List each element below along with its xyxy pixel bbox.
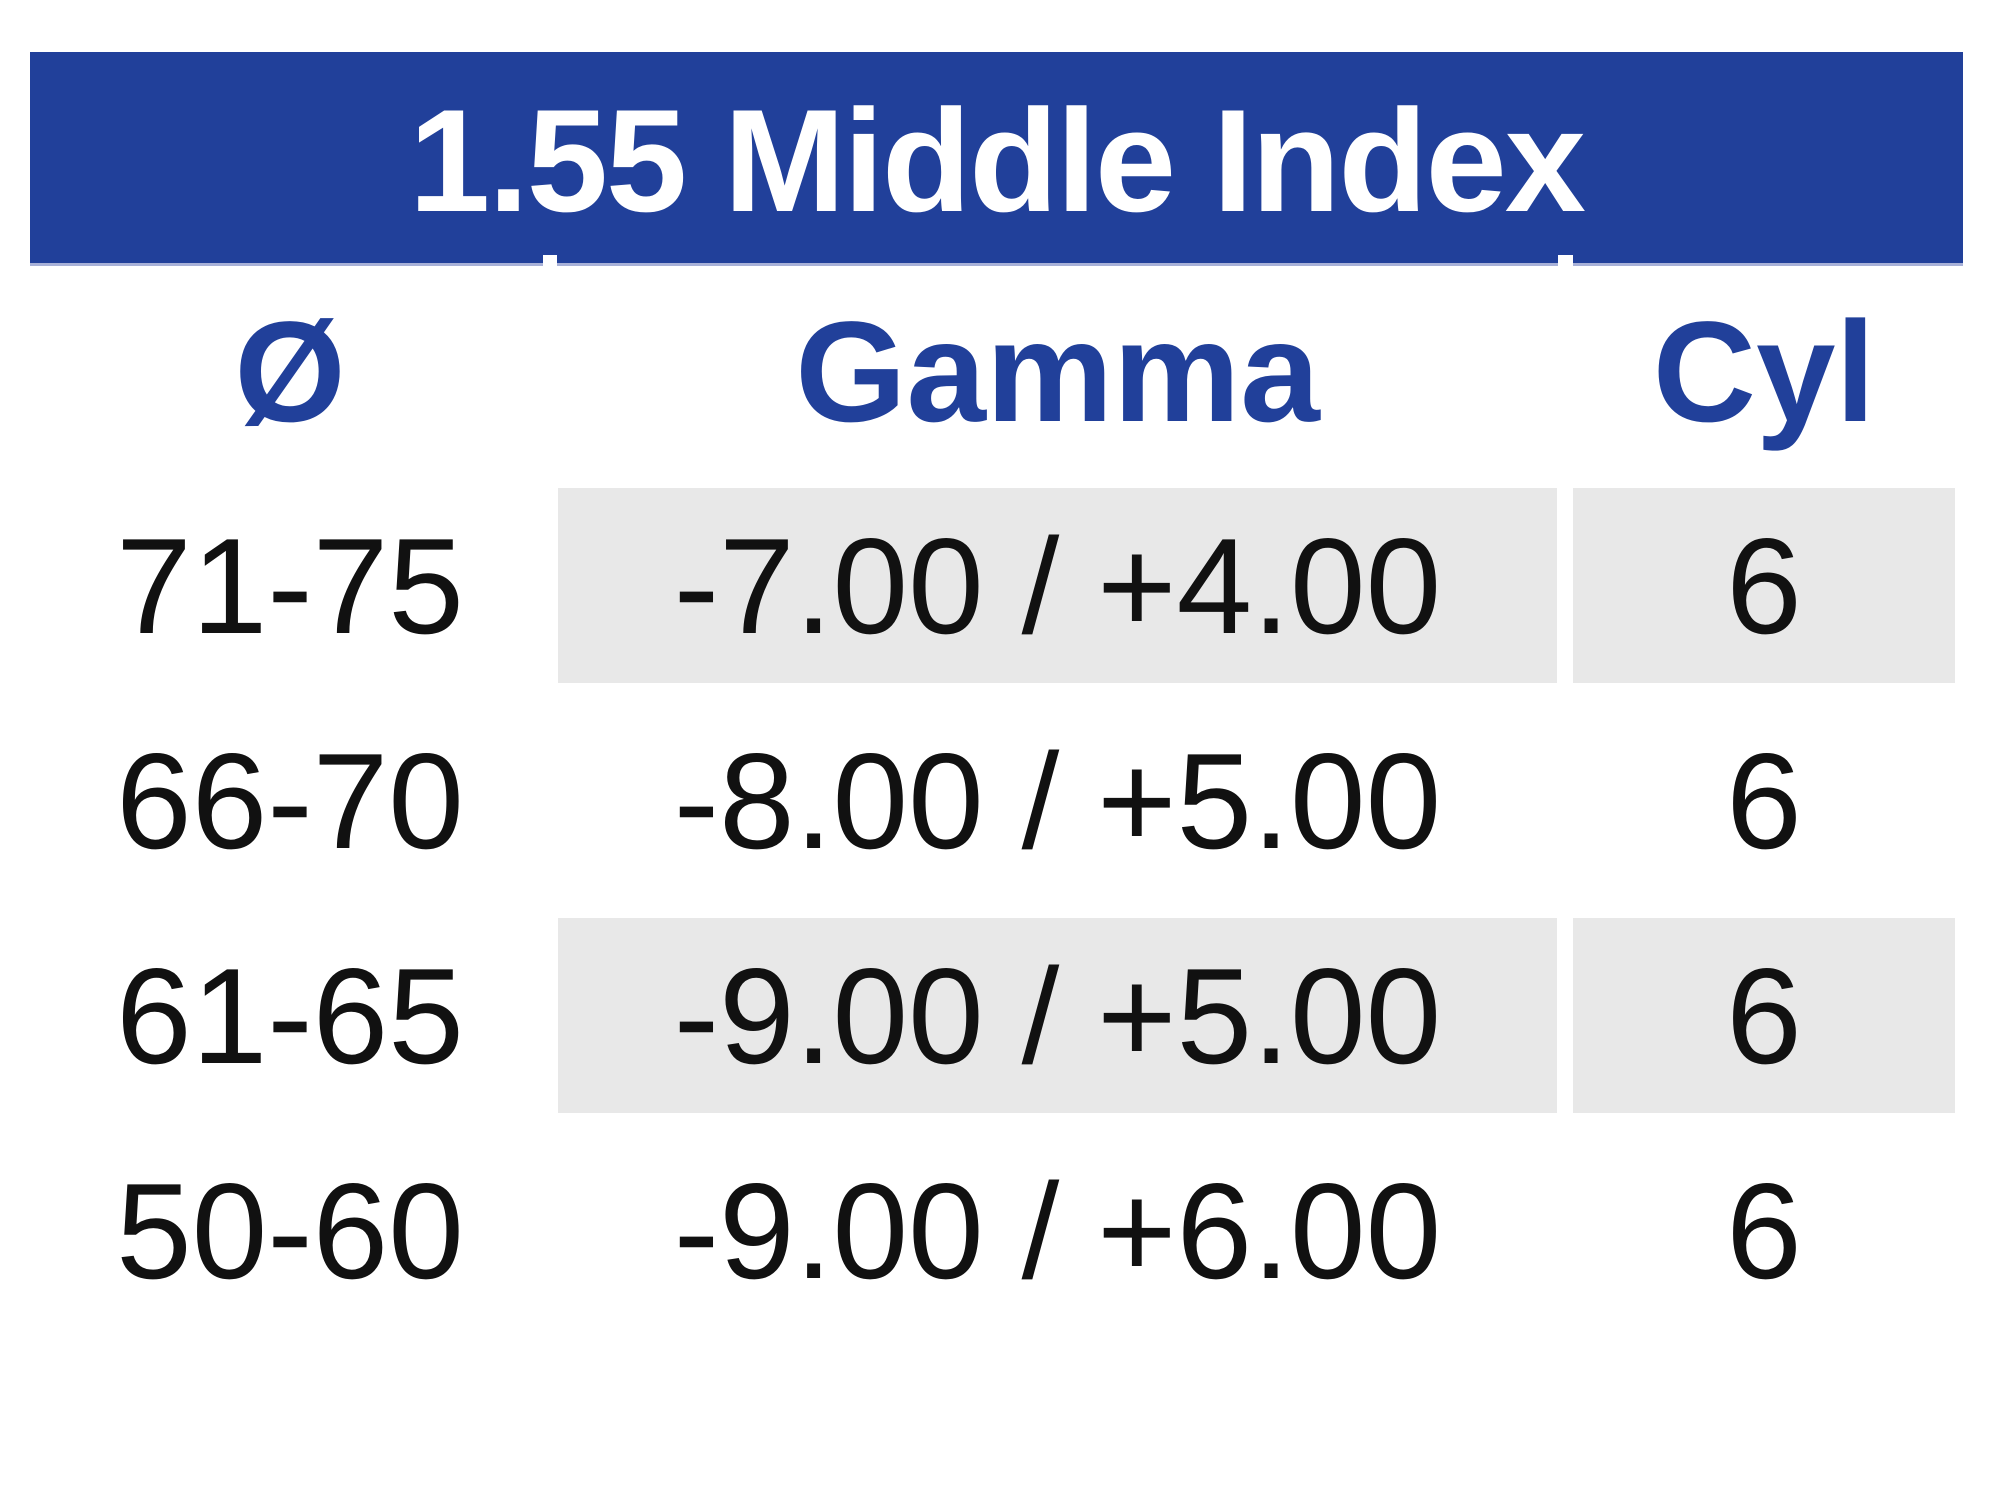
cyl-cell: 6 (1726, 724, 1802, 877)
cyl-cell: 6 (1726, 1154, 1802, 1307)
diameter-cell: 50-60 (116, 1154, 464, 1307)
table-row: 50-60 -9.00 / +6.00 6 (30, 1123, 1963, 1338)
column-header-gamma: Gamma (795, 292, 1320, 452)
banner-column-gap-left (543, 255, 557, 266)
diameter-cell: 71-75 (116, 509, 464, 662)
table-title-banner: 1.55 Middle Index (30, 52, 1963, 266)
banner-column-gap-right (1558, 255, 1573, 266)
gamma-cell: -8.00 / +5.00 (673, 724, 1442, 877)
cyl-cell: 6 (1565, 478, 1963, 693)
diameter-cell: 61-65 (116, 939, 464, 1092)
table-row: 66-70 -8.00 / +5.00 6 (30, 693, 1963, 908)
cyl-cell: 6 (1565, 908, 1963, 1123)
gamma-cell: -9.00 / +6.00 (673, 1154, 1442, 1307)
table-header-row: Ø Gamma Cyl (30, 266, 1963, 478)
diameter-cell: 66-70 (116, 724, 464, 877)
table-title: 1.55 Middle Index (409, 78, 1586, 242)
table-row: 71-75 -7.00 / +4.00 6 (30, 478, 1963, 693)
gamma-cell: -7.00 / +4.00 (550, 478, 1565, 693)
column-header-cyl: Cyl (1652, 292, 1876, 452)
gamma-cell: -9.00 / +5.00 (550, 908, 1565, 1123)
table-row: 61-65 -9.00 / +5.00 6 (30, 908, 1963, 1123)
spec-table: 1.55 Middle Index Ø Gamma Cyl 71-75 -7.0… (30, 52, 1963, 1338)
column-header-diameter: Ø (234, 292, 346, 452)
